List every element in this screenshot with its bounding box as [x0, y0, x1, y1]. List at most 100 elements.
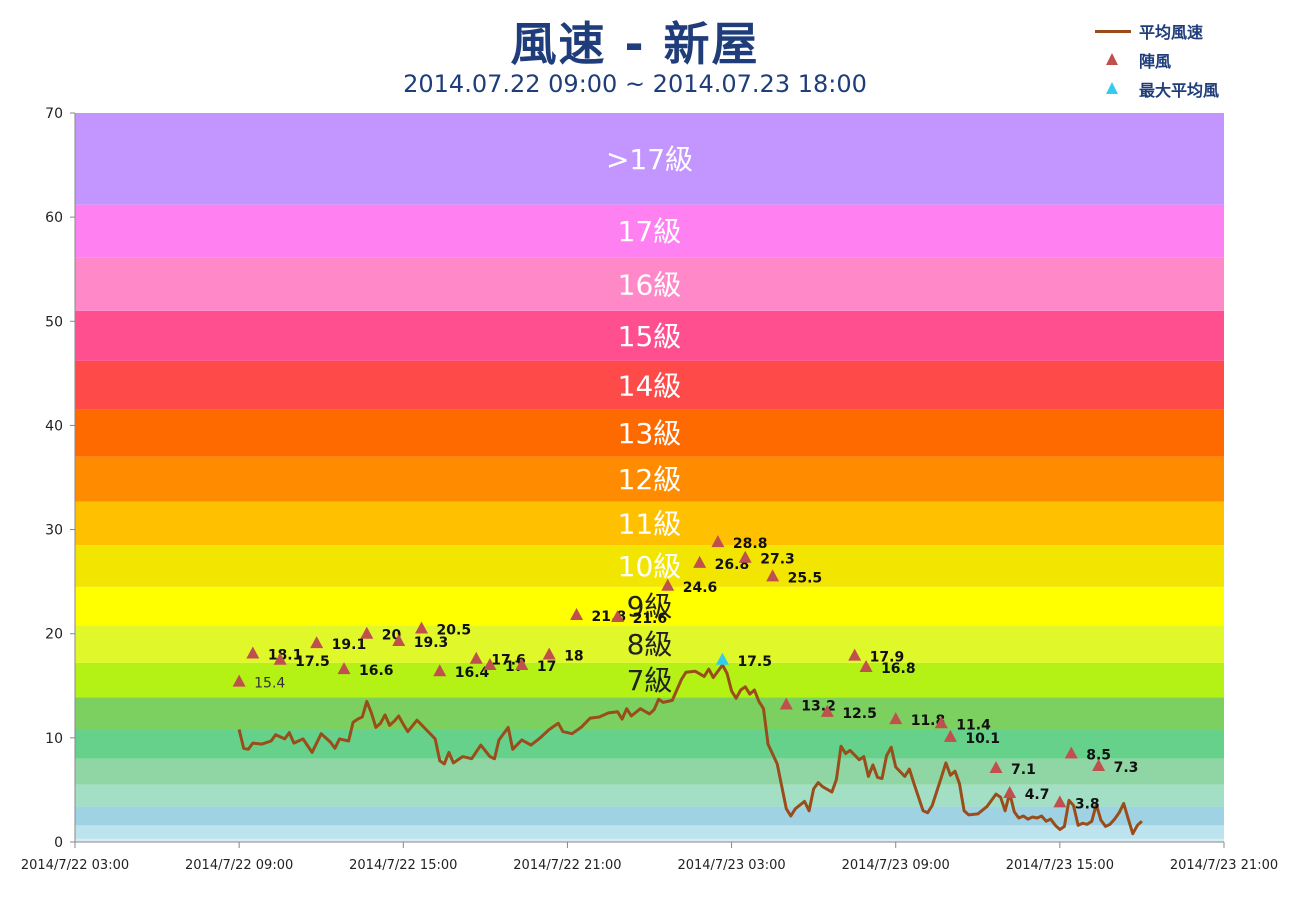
gust-marker	[693, 555, 707, 568]
gust-marker	[1064, 746, 1078, 759]
gust-label: 19.1	[332, 637, 367, 653]
gust-marker	[943, 729, 957, 742]
legend-label-avg: 平均風速	[1139, 22, 1204, 42]
gust-label: 18.1	[268, 648, 303, 664]
gust-label: 27.3	[760, 552, 795, 568]
y-tick-label: 40	[45, 418, 63, 434]
wind-band	[75, 204, 1224, 258]
max-avg-marker	[715, 652, 729, 665]
gust-label: 11.4	[956, 717, 991, 733]
x-tick-label: 2014/7/22 03:00	[21, 858, 129, 873]
legend-triangle-icon	[1095, 52, 1131, 68]
gust-marker	[310, 636, 324, 649]
gust-marker	[483, 657, 497, 670]
gust-label: 24.6	[683, 580, 718, 596]
gust-marker	[611, 610, 625, 623]
wind-band	[75, 625, 1224, 663]
x-tick-label: 2014/7/23 21:00	[1170, 858, 1278, 873]
gust-label: 7.1	[1011, 762, 1036, 778]
gust-marker	[820, 704, 834, 717]
gust-label: 25.5	[788, 570, 823, 586]
legend: 平均風速 陣風 最大平均風	[1095, 16, 1219, 103]
band-label: 14級	[618, 369, 682, 402]
gust-marker	[433, 664, 447, 677]
wind-band	[75, 545, 1224, 587]
gust-label: 28.8	[733, 536, 768, 552]
wind-band	[75, 257, 1224, 311]
gust-marker	[989, 761, 1003, 774]
wind-band	[75, 758, 1224, 785]
band-label: 17級	[618, 215, 682, 248]
band-label: 10級	[618, 550, 682, 583]
y-tick-label: 30	[45, 523, 63, 539]
gust-marker	[1053, 795, 1067, 808]
gust-label: 18	[564, 649, 583, 665]
gust-label: 17.6	[491, 653, 526, 669]
gust-label: 4.7	[1025, 787, 1050, 803]
band-label: 7級	[627, 664, 673, 697]
gust-marker	[848, 648, 862, 661]
gust-marker	[542, 647, 556, 660]
x-tick-label: 2014/7/23 15:00	[1006, 858, 1114, 873]
gust-label: 16.8	[881, 661, 916, 677]
x-tick-label: 2014/7/22 09:00	[185, 858, 293, 873]
gust-marker	[934, 716, 948, 729]
y-tick-label: 60	[45, 210, 63, 226]
wind-band	[75, 409, 1224, 457]
gust-marker	[337, 662, 351, 675]
gust-label: 10.1	[965, 731, 1000, 747]
gust-marker	[392, 634, 406, 647]
gust-label: 12.5	[842, 706, 877, 722]
gust-label: 17.5	[295, 654, 330, 670]
legend-label-max-avg: 最大平均風	[1139, 80, 1220, 100]
x-tick-label: 2014/7/22 21:00	[513, 858, 621, 873]
y-tick-label: 50	[45, 314, 63, 330]
wind-band	[75, 456, 1224, 502]
wind-band	[75, 729, 1224, 759]
wind-band	[75, 360, 1224, 410]
avg-wind-line	[237, 663, 1143, 836]
gust-marker	[415, 621, 429, 634]
legend-label-gust: 陣風	[1139, 51, 1172, 71]
gust-label: 15.4	[254, 676, 285, 692]
band-label: >17級	[606, 143, 693, 176]
wind-band	[75, 662, 1224, 698]
wind-band	[75, 586, 1224, 626]
wind-band	[75, 825, 1224, 839]
wind-band	[75, 501, 1224, 546]
gust-label: 19.3	[414, 635, 449, 651]
wind-band	[75, 838, 1224, 842]
gust-marker	[661, 578, 675, 591]
band-label: 15級	[618, 320, 682, 353]
max-avg-label: 17.5	[737, 654, 772, 670]
legend-item-avg: 平均風速	[1095, 16, 1219, 45]
gust-marker	[1003, 786, 1017, 799]
gust-marker	[515, 657, 529, 670]
gust-marker	[360, 626, 374, 639]
legend-item-gust: 陣風	[1095, 45, 1219, 74]
band-label: 9級	[627, 590, 673, 623]
gust-label: 16.4	[455, 665, 490, 681]
gust-marker	[766, 569, 780, 582]
legend-line-icon	[1095, 23, 1131, 39]
legend-item-max-avg: 最大平均風	[1095, 74, 1219, 103]
gust-label: 21.6	[633, 611, 668, 627]
y-tick-label: 0	[54, 835, 63, 851]
chart-subtitle: 2014.07.22 09:00 ~ 2014.07.23 18:00	[403, 70, 867, 98]
gust-marker	[246, 646, 260, 659]
legend-cyan-triangle-icon	[1095, 81, 1131, 97]
x-tick-label: 2014/7/22 15:00	[349, 858, 457, 873]
chart-title: 風速 - 新屋	[510, 17, 760, 71]
band-label: 8級	[627, 628, 673, 661]
gust-marker	[859, 660, 873, 673]
wind-band	[75, 806, 1224, 826]
gust-marker	[711, 535, 725, 548]
wind-band	[75, 113, 1224, 205]
gust-marker	[273, 652, 287, 665]
gust-marker	[779, 697, 793, 710]
gust-marker	[469, 651, 483, 664]
x-tick-label: 2014/7/23 09:00	[842, 858, 950, 873]
gust-label: 8.5	[1086, 747, 1111, 763]
gust-marker	[738, 550, 752, 563]
